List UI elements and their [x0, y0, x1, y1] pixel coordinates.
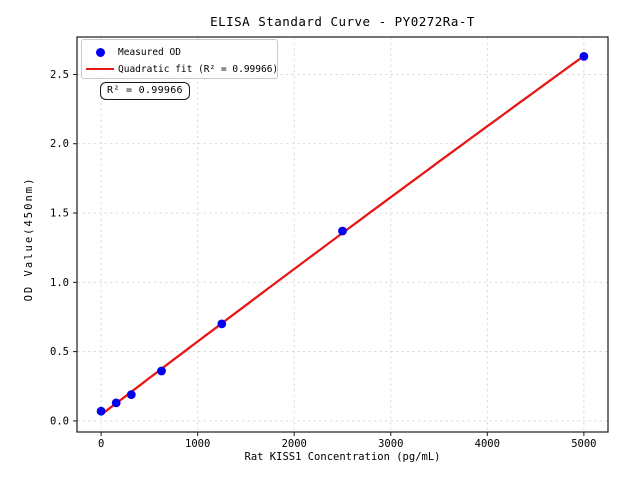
measured-od-point — [111, 398, 121, 408]
legend-marker-area — [82, 67, 118, 71]
y-tick-label: 2.0 — [50, 138, 69, 150]
quadratic-fit-line-icon — [86, 67, 114, 71]
r-squared-annotation: R² = 0.99966 — [100, 82, 190, 100]
measured-od-point — [126, 390, 136, 399]
x-axis-label: Rat KISS1 Concentration (pg/mL) — [244, 451, 441, 463]
measured-od-point — [579, 52, 589, 61]
measured-od-dot-icon — [95, 47, 105, 57]
y-tick-label: 1.5 — [50, 208, 69, 220]
x-tick-label: 1000 — [185, 438, 210, 450]
legend-label-measured-od: Measured OD — [118, 46, 181, 58]
plot-frame — [76, 36, 609, 433]
x-tick-label: 0 — [98, 438, 104, 450]
y-tick-label: 1.0 — [50, 277, 69, 289]
measured-od-point — [338, 226, 347, 236]
y-tick-label: 0.5 — [50, 346, 69, 358]
legend-label-quadratic-fit: Quadratic fit (R² = 0.99966) — [118, 63, 279, 75]
measured-od-point — [96, 406, 106, 416]
legend: Measured OD Quadratic fit (R² = 0.99966) — [81, 39, 278, 79]
x-tick-label: 4000 — [475, 438, 500, 450]
legend-marker-area — [82, 47, 118, 57]
measured-od-point — [217, 319, 227, 329]
x-tick-label: 2000 — [282, 438, 307, 450]
x-tick-label: 5000 — [571, 438, 596, 450]
x-tick-label: 3000 — [378, 438, 403, 450]
y-axis-label: OD Value(450nm) — [23, 176, 35, 302]
legend-item-measured-od: Measured OD — [82, 44, 277, 60]
y-tick-label: 0.0 — [50, 415, 69, 427]
chart-title: ELISA Standard Curve - PY0272Ra-T — [210, 14, 475, 29]
legend-item-quadratic-fit: Quadratic fit (R² = 0.99966) — [82, 61, 279, 77]
measured-od-point — [157, 366, 166, 376]
y-tick-label: 2.5 — [50, 69, 69, 81]
